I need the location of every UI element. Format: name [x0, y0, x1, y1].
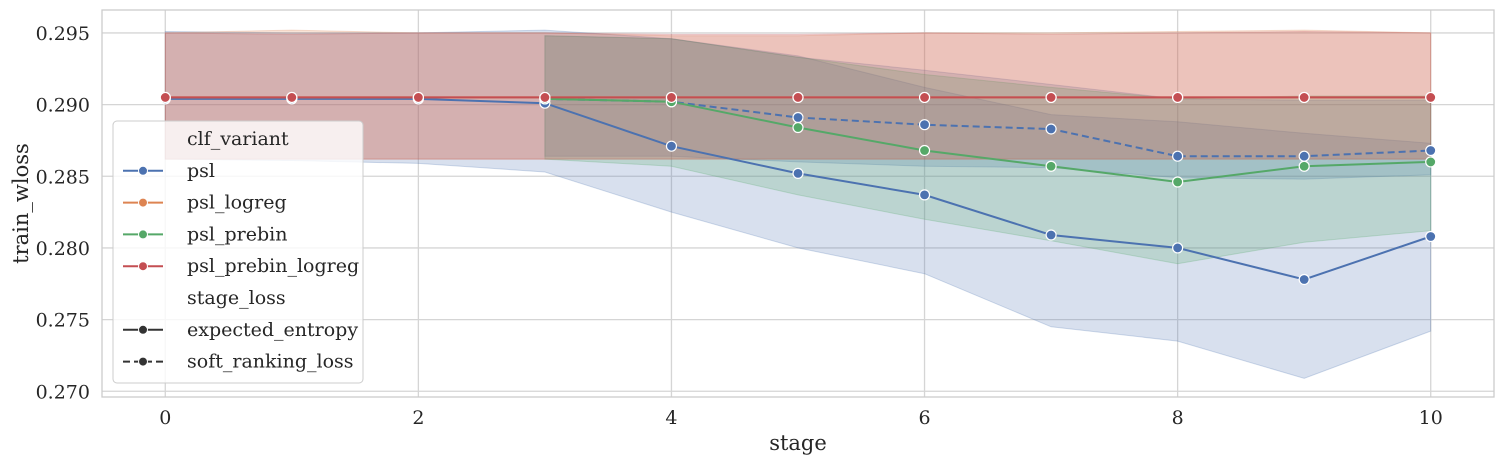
x-tick-label: 2 [412, 407, 424, 429]
data-point-psl [1172, 150, 1184, 162]
data-point-psl [1298, 150, 1310, 162]
x-tick-label: 6 [918, 407, 930, 429]
y-tick-label: 0.270 [36, 381, 90, 403]
data-point-psl_prebin [1172, 176, 1184, 188]
x-tick-label: 4 [665, 407, 677, 429]
data-point-psl_prebin_logreg [159, 91, 171, 104]
legend-style-title: stage_loss [187, 287, 286, 309]
data-point-psl_prebin_logreg [1045, 91, 1057, 104]
data-point-psl_prebin [1298, 160, 1310, 172]
data-point-psl_prebin [918, 144, 931, 157]
data-point-psl_prebin_logreg [286, 91, 298, 104]
confidence-band-psl_prebin [544, 35, 1432, 265]
series-line-psl_prebin [544, 97, 1431, 184]
y-tick-label: 0.290 [36, 95, 90, 117]
legend-marker-psl_prebin_logreg [138, 261, 148, 272]
data-point-psl [1172, 242, 1184, 254]
plot-frame [101, 9, 1495, 398]
legend-style-marker-soft_ranking_loss [138, 356, 148, 367]
data-point-psl [792, 167, 804, 179]
data-point-psl [1045, 229, 1057, 241]
data-point-psl_prebin_logreg [665, 91, 678, 104]
y-tick-label: 0.275 [36, 310, 90, 332]
legend-style-marker-expected_entropy [138, 324, 148, 335]
data-point-psl_prebin [1045, 160, 1057, 172]
data-point-psl [918, 119, 931, 131]
data-point-psl_prebin [792, 121, 804, 134]
data-point-psl_prebin_logreg [412, 91, 424, 104]
data-point-psl [792, 111, 804, 124]
y-tick-label: 0.295 [36, 23, 90, 45]
legend-label-psl_logreg: psl_logreg [187, 192, 287, 214]
data-point-psl [1045, 123, 1057, 135]
confidence-band-psl [164, 29, 1432, 379]
x-tick-label: 10 [1419, 407, 1443, 429]
data-point-psl [918, 189, 931, 201]
legend-label-psl_prebin: psl_prebin [187, 223, 287, 245]
y-axis-label: train_wloss [9, 143, 33, 264]
data-point-psl [1298, 273, 1310, 286]
legend-marker-psl [138, 165, 148, 176]
y-tick-label: 0.285 [36, 166, 90, 188]
x-tick-label: 0 [159, 407, 171, 429]
data-point-psl_prebin_logreg [792, 91, 804, 104]
data-point-psl_prebin_logreg [1425, 91, 1437, 104]
grid [102, 10, 1494, 397]
legend-box [112, 120, 364, 384]
data-point-psl_prebin_logreg [1298, 91, 1310, 104]
data-point-psl [1425, 144, 1437, 157]
legend-label-psl_prebin_logreg: psl_prebin_logreg [187, 255, 359, 277]
data-point-psl [1425, 230, 1437, 243]
legend-marker-psl_logreg [138, 197, 148, 208]
confidence-band-psl [544, 35, 1432, 180]
data-point-psl_prebin_logreg [1172, 91, 1184, 104]
legend-hue-title: clf_variant [187, 128, 289, 150]
legend-style-label-soft_ranking_loss: soft_ranking_loss [187, 351, 354, 373]
legend-style-label-expected_entropy: expected_entropy [187, 319, 358, 341]
legend-label-psl: psl [187, 160, 215, 182]
x-tick-label: 8 [1172, 407, 1184, 429]
data-point-psl [665, 140, 678, 152]
data-point-psl_prebin [1425, 156, 1437, 168]
series-markers [159, 91, 1437, 286]
data-point-psl_prebin_logreg [918, 91, 931, 104]
data-point-psl_prebin_logreg [539, 91, 551, 104]
legend-marker-psl_prebin [138, 229, 148, 240]
x-axis-label: stage [769, 431, 827, 455]
y-tick-label: 0.280 [36, 238, 90, 260]
series-line-psl [544, 97, 1431, 158]
tick-labels: 0 2 4 6 8 10 0.270 0.275 0.280 0.285 0.290 0.295 [36, 23, 1443, 429]
